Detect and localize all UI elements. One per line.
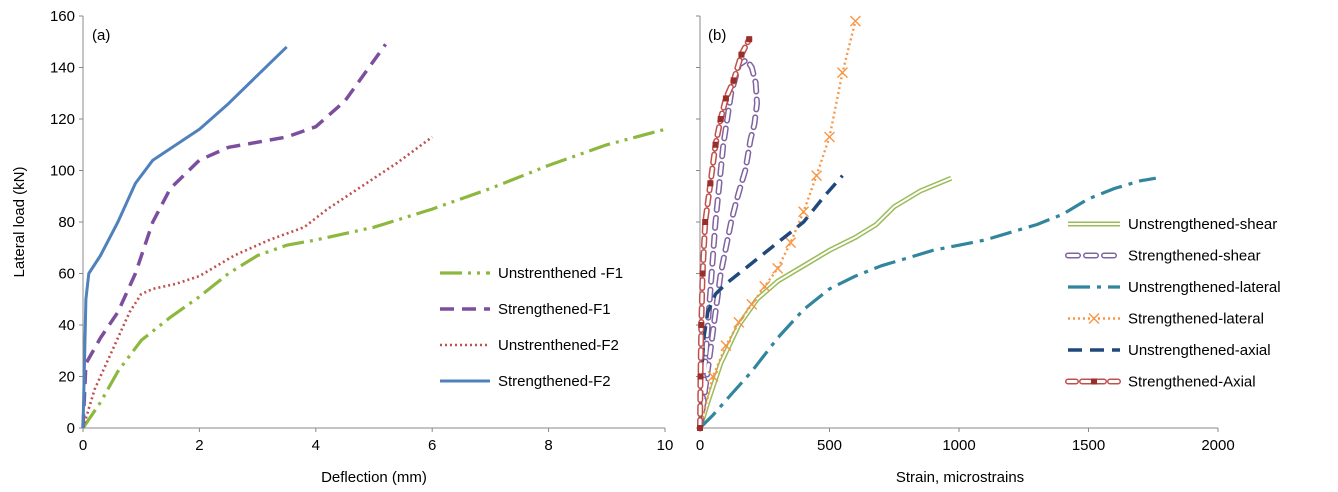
panel-b-series-4 (698, 174, 844, 429)
panel-b-series-line (697, 175, 953, 429)
panel-b-series-3 (698, 15, 861, 429)
panel-a-series-line (81, 135, 433, 429)
panel-a-series-line (81, 127, 666, 429)
panel-b-x-tick-label: 500 (817, 437, 842, 454)
panel-b-x-tick-label: 1500 (1072, 437, 1105, 454)
panel-a-series-line (81, 43, 388, 429)
panel-a-x-tick-label: 8 (544, 437, 552, 454)
panel-b-series-line (698, 176, 1157, 430)
panel-b-legend-label: Strengthened-Axial (1128, 374, 1256, 391)
panel-a-x-axis-title: Deflection (mm) (321, 469, 427, 486)
panel-a-y-tick-label: 100 (50, 163, 75, 180)
panel-b-series-point (798, 206, 810, 218)
panel-a-x-tick-label: 0 (79, 437, 87, 454)
panel-b-series-point (849, 15, 861, 27)
panel-b-legend-marker (1088, 313, 1100, 324)
panel-a-legend-entry: Unstrenthened-F2 (440, 337, 619, 354)
panel-b-legend-marker (1091, 378, 1097, 385)
panel-a-series-0 (81, 127, 666, 429)
panel-b-legend-entry: Strengthened-shear (1065, 248, 1261, 265)
panel-b-legend-label: Unstrengthened-shear (1128, 216, 1277, 233)
panel-b-legend-label: Strengthened-lateral (1128, 311, 1264, 328)
panel-b-legend-entry: Unstrengthened-axial (1068, 342, 1271, 359)
panel-b-series-point (702, 219, 709, 225)
panel-b-series-point (772, 262, 784, 274)
panel-b-series-point (730, 77, 737, 84)
panel-b-legend: Unstrengthened-shear Strengthened-shear Un… (1065, 216, 1281, 391)
panel-a-legend-label: Unstrenthened-F2 (498, 337, 619, 354)
panel-b-series-5 (697, 36, 753, 431)
panel-b-series-2 (698, 176, 1157, 430)
panel-a-legend-label: Strengthened-F2 (498, 373, 611, 390)
panel-b-series-point (746, 298, 758, 310)
panel-b-series-point (712, 141, 719, 148)
panel-b-series-point (738, 51, 745, 58)
panel-a-x-tick-label: 6 (428, 437, 436, 454)
panel-a-y-tick-label: 40 (58, 317, 75, 334)
panel-b-series-line (698, 20, 857, 429)
panel-b-legend-entry: Strengthened-lateral (1068, 311, 1264, 328)
panel-a-y-tick-label: 140 (50, 60, 75, 77)
panel-a-y-tick-label: 60 (58, 266, 75, 283)
panel-a-x-tick-label: 2 (195, 437, 203, 454)
panel-b-label: (b) (708, 27, 726, 44)
panel-a-series-line (81, 45, 288, 429)
panel-a-y-tick-label: 80 (58, 214, 75, 231)
panel-b-x-axis-title: Strain, microstrains (896, 469, 1024, 486)
panel-b-series-point (722, 95, 729, 102)
panel-a-label: (a) (92, 27, 110, 44)
panel-a-series-3 (81, 45, 288, 429)
panel-b-series-point (707, 180, 714, 187)
panel-b-x-tick-label: 0 (696, 437, 704, 454)
panel-a-series-1 (81, 43, 388, 429)
panel-b-series-0 (697, 175, 953, 429)
panel-b-strain-chart: (b) 0 500 1000 1500 2000 Strain, microstrain… (696, 15, 1281, 486)
panel-b-series-point (733, 316, 745, 328)
panel-b-legend-entry: Unstrengthened-shear (1068, 216, 1277, 233)
panel-b-series-point (785, 237, 797, 249)
panel-a-x-tick-label: 10 (657, 437, 674, 454)
panel-b-x-tick-label: 2000 (1201, 437, 1234, 454)
panel-a-series-2 (81, 135, 433, 429)
panel-b-series-point (697, 425, 703, 431)
panel-a-y-tick-label: 0 (67, 420, 75, 437)
panel-b-series-1 (697, 55, 761, 431)
panel-a-y-tick-label: 20 (58, 369, 75, 386)
panel-b-x-tick-label: 1000 (942, 437, 975, 454)
panel-a-deflection-chart: (a) 0 20 40 60 80 100 120 140 160 0 2 4 6 8 10 Latera… (11, 8, 673, 486)
panel-b-series-line-inner (699, 177, 952, 429)
panel-a-legend-entry: Strengthened-F1 (440, 301, 611, 318)
panel-a-legend-entry: Strengthened-F2 (440, 373, 611, 390)
panel-b-legend-label: Strengthened-shear (1128, 248, 1261, 265)
panel-a-legend-entry: Unstrenthened -F1 (440, 265, 623, 282)
panel-b-series-line (698, 174, 844, 429)
panel-b-series-point (811, 170, 823, 182)
panel-b-series-point (698, 322, 705, 328)
panel-b-series-point (720, 340, 732, 352)
panel-b-series-point (824, 131, 835, 143)
panel-b-series-point (717, 116, 724, 122)
panel-b-series-point (699, 270, 706, 277)
panel-a-legend-label: Strengthened-F1 (498, 301, 611, 318)
panel-a-legend-label: Unstrenthened -F1 (498, 265, 623, 282)
panel-b-series-point (759, 280, 771, 292)
panel-b-legend-entry: Unstrengthened-lateral (1068, 279, 1281, 296)
panel-b-series-point (836, 67, 848, 79)
panel-a-legend: Unstrenthened -F1 Strengthened-F1 Unstrent… (440, 265, 623, 390)
panel-a-x-tick-label: 4 (312, 437, 320, 454)
panel-b-series-point (707, 371, 719, 382)
panel-b-series-point (746, 36, 753, 43)
panel-b-legend-label: Unstrengthened-axial (1128, 342, 1271, 359)
panel-b-legend-label: Unstrengthened-lateral (1128, 279, 1281, 296)
panel-a-y-axis-title: Lateral load (kN) (11, 167, 28, 278)
panel-a-y-tick-label: 120 (50, 111, 75, 128)
panel-b-series-point (697, 373, 704, 380)
panel-a-y-tick-label: 160 (50, 8, 75, 25)
panel-b-series-line-inner (698, 37, 751, 430)
panel-b-legend-entry: Strengthened-Axial (1065, 374, 1256, 391)
panel-b-series-line-inner (698, 57, 759, 430)
